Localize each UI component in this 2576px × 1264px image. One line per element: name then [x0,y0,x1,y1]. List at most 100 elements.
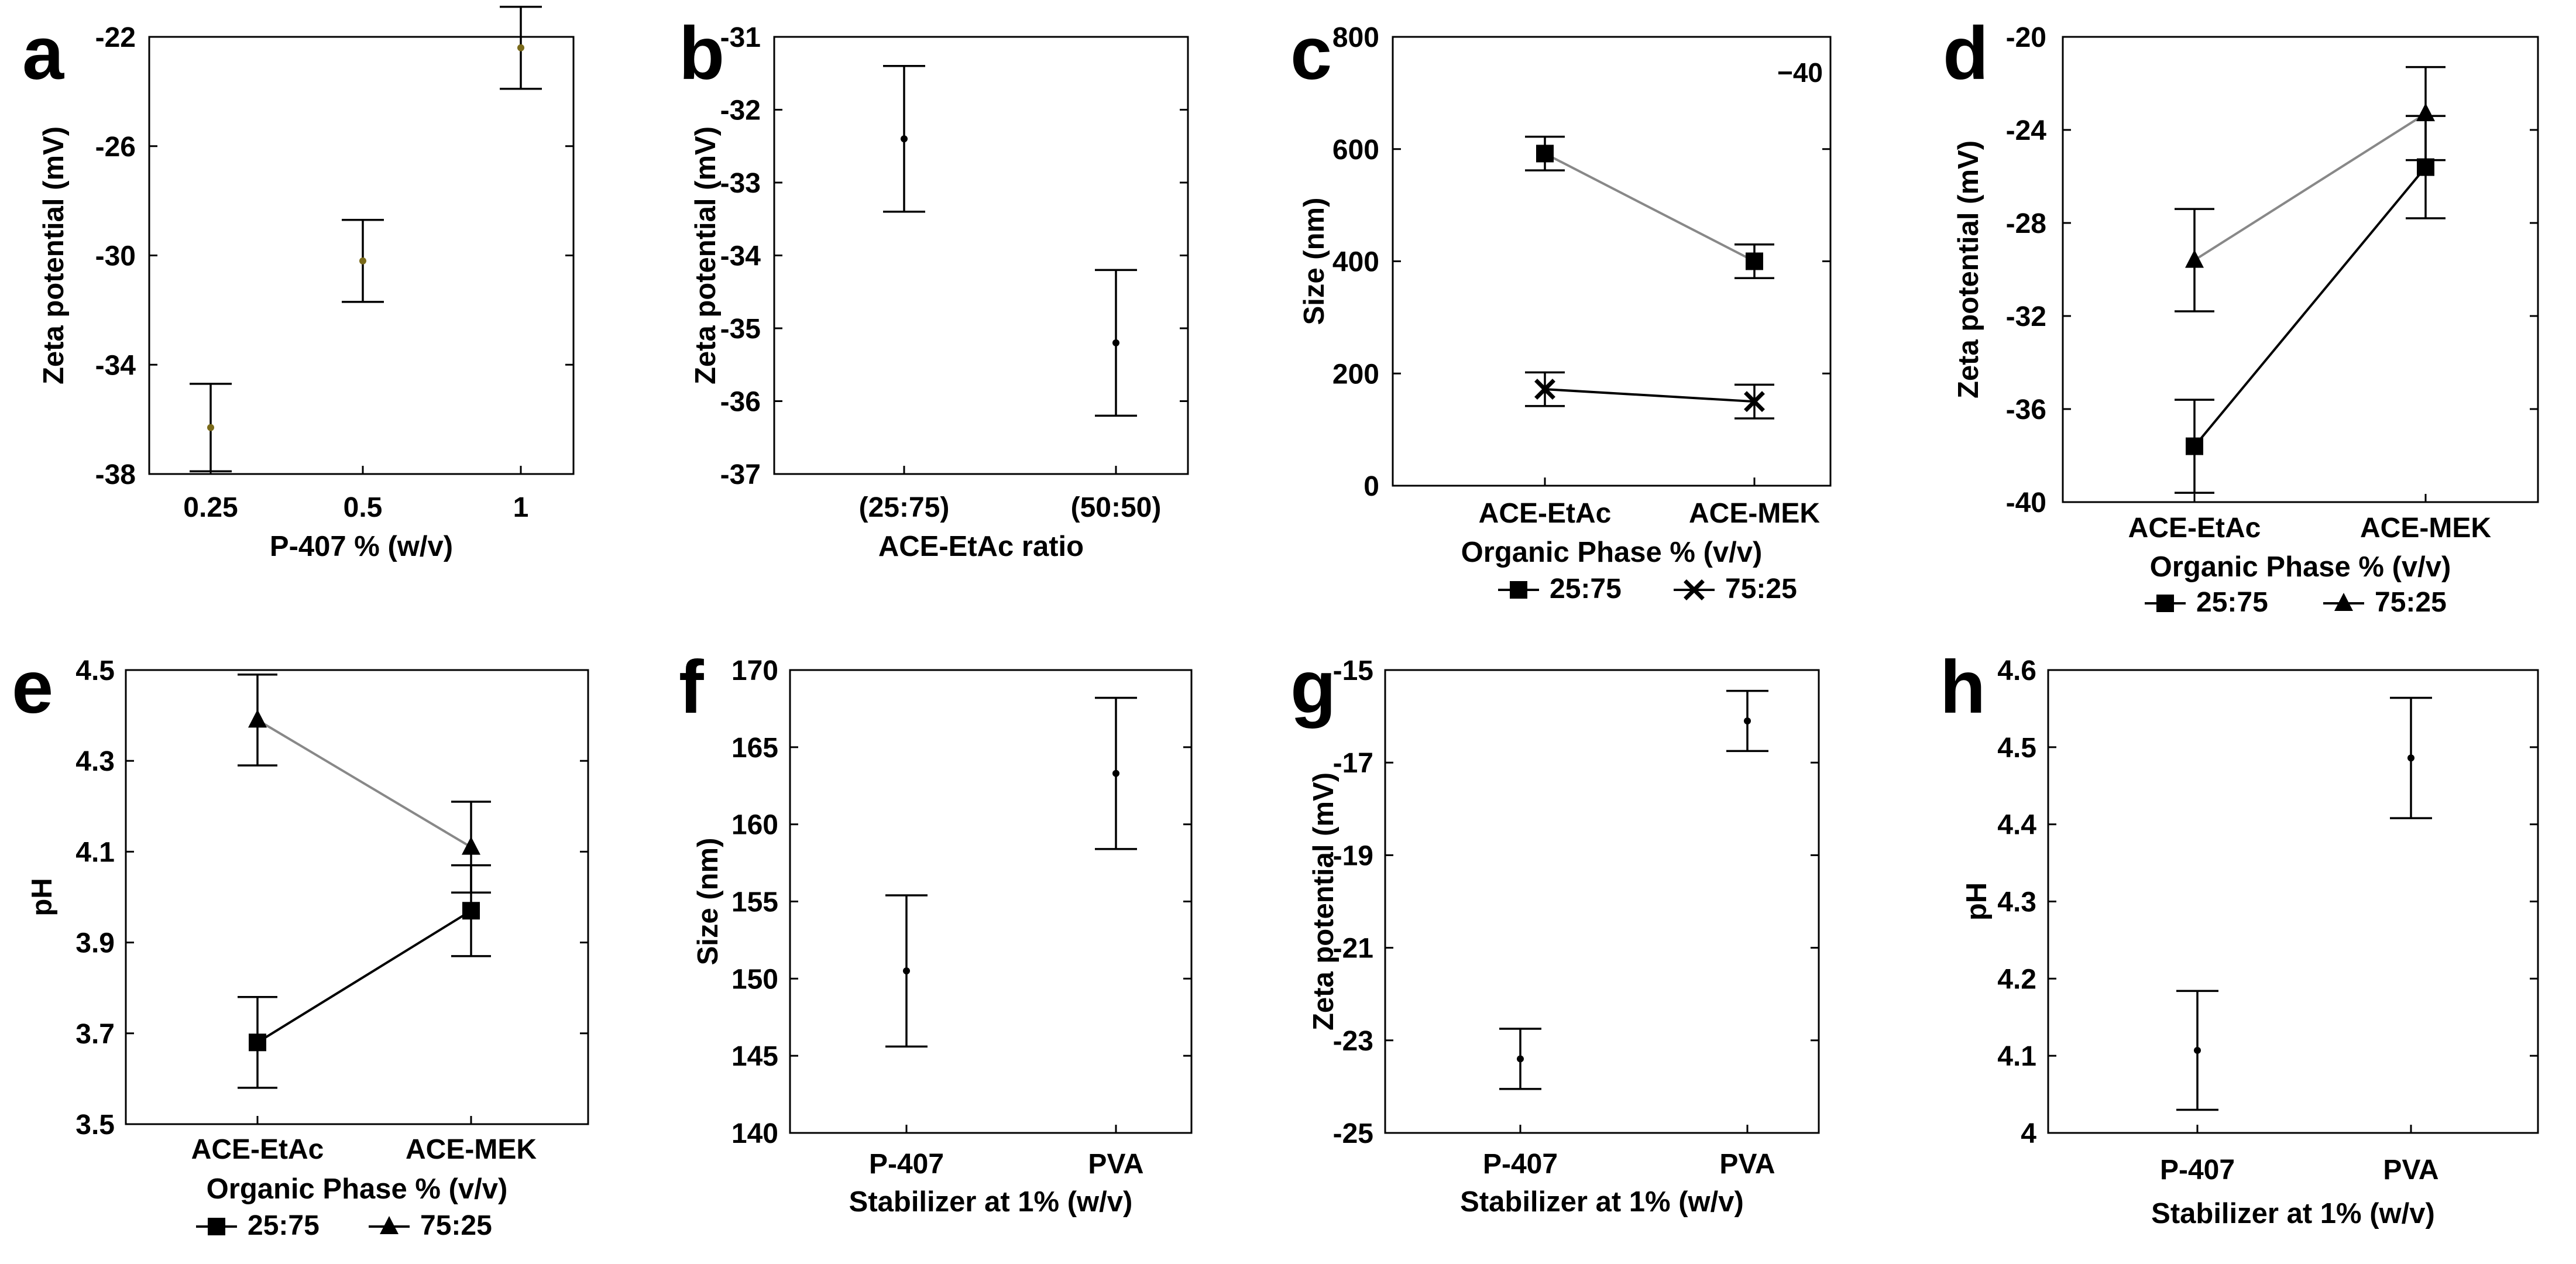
y-tick-label: 170 [731,655,778,686]
data-point [462,836,480,855]
y-axis-label-f: Size (nm) [692,838,724,966]
y-tick-label: -32 [2006,301,2046,332]
data-point [2194,1046,2201,1054]
data-point [1746,252,1763,270]
y-tick-label: 145 [731,1041,778,1072]
y-tick-label: -35 [720,314,761,345]
data-point [2416,103,2435,122]
x-tick-label: ACE-EtAc [191,1134,324,1165]
y-tick-label: -36 [720,387,761,418]
x-tick-label: 1 [513,492,529,523]
x-tick-label: ACE-MEK [1689,498,1820,529]
y-tick-label: -22 [95,22,136,53]
y-tick-label: 4.3 [1997,887,2036,918]
data-point [248,709,267,728]
x-axis-label-g: Stabilizer at 1% (w/v) [1460,1186,1744,1218]
legend-marker [208,1218,225,1235]
legend-label: 75:25 [2375,587,2447,618]
y-tick-label: 150 [731,964,778,995]
legend-d: 25:75 75:25 [2145,587,2447,618]
x-tick-label: PVA [1719,1149,1775,1180]
legend-label: 75:25 [420,1210,492,1241]
legend-e: 25:75 75:25 [196,1210,492,1241]
data-point [2407,754,2414,762]
x-axis-label-h: Stabilizer at 1% (w/v) [2151,1198,2435,1229]
series-f-0 [885,696,1137,1048]
x-tick-label: ACE-MEK [406,1134,537,1165]
y-tick-label: 4.2 [1997,964,2036,995]
y-tick-label: -19 [1333,840,1373,871]
y-tick-label: -26 [95,132,136,163]
data-point [1744,391,1765,413]
x-tick-label: 0.25 [183,492,238,523]
y-tick-label: 200 [1332,359,1379,390]
series-c-0 [1525,135,1774,280]
x-tick-label: PVA [2383,1155,2438,1186]
legend-label: 25:75 [2196,587,2268,618]
y-axis-label-b: Zeta potential (mV) [690,126,722,384]
series-line [1544,388,1755,403]
panel-h: h 4 4.1 4.2 4.3 4.4 4.5 4.6 P-407 PVA Stabilizer a… [1940,645,2539,1229]
panel-f: f 140 145 150 155 160 165 170 P-407 PVA Stabilizer… [679,645,1193,1218]
y-tick-label: -17 [1333,748,1373,779]
y-tick-label: -37 [720,459,761,490]
panel-letter-g: g [1290,645,1336,729]
data-point [1112,339,1119,346]
series-g-0 [1499,689,1768,1090]
panel-letter-f: f [679,645,704,729]
y-tick-label: 165 [731,733,778,764]
y-tick-label: 4 [2021,1118,2036,1149]
panel-letter-c: c [1290,12,1332,95]
y-tick-label: -34 [95,350,136,381]
x-tick-label: ACE-EtAc [2128,513,2261,544]
legend-marker [2156,595,2174,612]
data-point [517,44,524,51]
data-point [1517,1055,1524,1063]
data-point [462,902,480,920]
y-tick-label: 4.6 [1997,655,2036,686]
plot-frame-g [1384,669,1820,1134]
data-point [1744,717,1751,725]
plot-frame-e [125,669,589,1125]
legend-marker [1510,581,1527,599]
y-axis-label-c: Size (nm) [1299,198,1330,325]
y-tick-label: -15 [1333,655,1373,686]
series-line [2193,112,2427,262]
y-tick-label: -32 [720,95,761,126]
x-axis-label-f: Stabilizer at 1% (w/v) [849,1186,1133,1218]
x-axis-label-a: P-407 % (w/v) [270,531,453,562]
x-tick-label: (50:50) [1071,492,1162,523]
y-tick-label: -30 [95,241,136,272]
y-axis-label-g: Zeta potential (mV) [1308,772,1339,1031]
y-tick-label: 4.5 [75,655,115,686]
y-tick-label: -36 [2006,394,2046,425]
y-tick-label: 4.1 [75,837,115,868]
x-tick-label: (25:75) [859,492,950,523]
y-tick-label: -31 [720,22,761,53]
series-line [256,909,472,1044]
legend-c: 25:75 75:25 [1498,573,1797,604]
data-point [2186,437,2203,455]
plot-frame-b [773,36,1189,475]
x-tick-label: P-407 [869,1149,944,1180]
panel-e: e 3.5 3.7 3.9 4.1 4.3 4.5 ACE-EtAc ACE-MEK Organi… [12,645,589,1241]
y-tick-label: -24 [2006,115,2047,146]
y-tick-label: -38 [95,459,136,490]
series-e-0 [238,864,491,1089]
series-line [1544,152,1755,263]
y-tick-label: 3.9 [75,928,115,959]
y-tick-label: 800 [1332,22,1379,53]
panel-letter-d: d [1943,12,1988,95]
data-point [2417,158,2434,176]
y-tick-label: 4.3 [75,746,115,777]
x-tick-label: ACE-MEK [2360,513,2491,544]
plot-frame-a [148,36,575,475]
x-axis-label-c: Organic Phase % (v/v) [1461,537,1763,568]
y-tick-label: 155 [731,887,778,918]
x-tick-label: PVA [1088,1149,1143,1180]
plot-frame-f [789,669,1193,1134]
legend-marker [2334,593,2353,611]
y-tick-label: 4.5 [1997,733,2036,764]
y-tick-label: 3.7 [75,1019,115,1050]
